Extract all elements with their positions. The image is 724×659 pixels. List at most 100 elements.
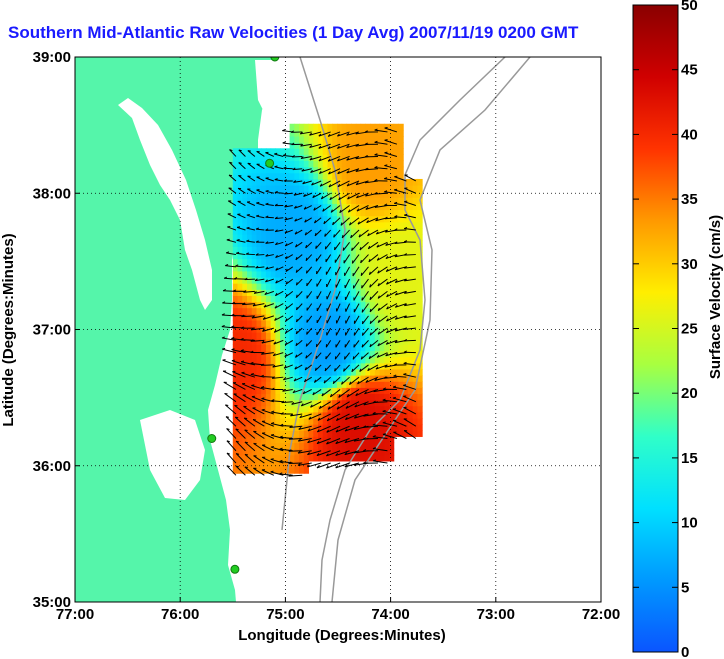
- colorbar-tick-label: 45: [681, 62, 698, 79]
- velocity-cell: [403, 215, 409, 223]
- velocity-vector: [261, 364, 274, 366]
- velocity-vector: [384, 178, 398, 182]
- velocity-cell: [232, 258, 239, 266]
- velocity-cell: [308, 283, 314, 290]
- velocity-cell: [327, 424, 333, 431]
- velocity-cell: [242, 467, 248, 474]
- velocity-cell: [407, 221, 414, 229]
- velocity-vector: [314, 217, 322, 224]
- velocity-cell: [346, 215, 352, 223]
- velocity-cell: [313, 191, 319, 198]
- velocity-cell: [379, 356, 385, 364]
- velocity-vector: [384, 139, 398, 145]
- velocity-vector-head: [394, 228, 398, 231]
- velocity-cell: [308, 185, 314, 192]
- velocity-cell: [417, 313, 423, 321]
- velocity-vector: [316, 291, 322, 300]
- velocity-vector: [382, 422, 398, 427]
- velocity-vector: [336, 401, 350, 410]
- velocity-cell: [261, 154, 267, 162]
- velocity-vector: [235, 465, 246, 476]
- velocity-cell: [417, 375, 423, 382]
- velocity-vector: [373, 388, 388, 393]
- velocity-vector: [262, 327, 274, 332]
- velocity-vector-head: [339, 209, 342, 213]
- velocity-cell: [275, 234, 281, 241]
- velocity-cell: [270, 387, 276, 395]
- velocity-cell: [327, 160, 333, 168]
- velocity-vector: [225, 404, 237, 415]
- velocity-vector: [261, 432, 275, 439]
- velocity-vector-head: [284, 204, 288, 208]
- velocity-vector: [261, 339, 274, 344]
- velocity-cell: [242, 166, 248, 174]
- velocity-cell: [384, 393, 390, 401]
- gridlines: [75, 57, 601, 602]
- velocity-cell: [261, 332, 267, 339]
- velocity-cell: [313, 215, 319, 223]
- velocity-cell: [280, 166, 286, 174]
- velocity-cell: [327, 215, 333, 223]
- velocity-vector: [330, 205, 341, 213]
- velocity-vector: [345, 327, 351, 336]
- stations: [207, 57, 280, 574]
- velocity-cell: [370, 277, 376, 284]
- velocity-cell: [270, 467, 276, 474]
- velocity-cell: [237, 252, 243, 260]
- x-tick-label: 73:00: [477, 606, 515, 623]
- velocity-cell: [318, 203, 324, 211]
- velocity-vector: [265, 190, 274, 194]
- velocity-cell: [374, 277, 381, 284]
- velocity-cell: [360, 356, 366, 364]
- velocity-cell: [341, 185, 347, 192]
- velocity-cell: [398, 178, 404, 186]
- velocity-vector: [344, 462, 360, 468]
- velocity-cell: [284, 148, 291, 155]
- velocity-cell: [289, 270, 295, 278]
- velocity-cell: [280, 277, 286, 284]
- velocity-vector: [241, 315, 255, 318]
- velocity-cell: [332, 369, 338, 376]
- velocity-cell: [284, 399, 291, 407]
- velocity-vectors: [221, 126, 417, 477]
- velocity-cell: [289, 307, 295, 315]
- velocity-vector: [404, 187, 417, 194]
- velocity-cell: [318, 307, 324, 315]
- velocity-vector: [354, 401, 369, 408]
- velocity-vector: [353, 315, 360, 324]
- velocity-cell: [289, 405, 295, 413]
- velocity-cell: [284, 154, 291, 162]
- velocity-vector-head: [403, 265, 407, 269]
- velocity-cell: [355, 375, 362, 382]
- velocity-cell: [256, 203, 262, 211]
- velocity-vector-head: [251, 384, 255, 386]
- velocity-vector-head: [335, 465, 339, 469]
- velocity-vector: [296, 315, 303, 323]
- velocity-cell: [351, 338, 357, 345]
- velocity-cell: [327, 270, 333, 278]
- velocity-cell: [403, 430, 409, 437]
- velocity-cell: [256, 264, 262, 272]
- velocity-cell: [384, 454, 390, 462]
- velocity-cell: [379, 399, 385, 407]
- velocity-cell: [318, 405, 324, 413]
- velocity-cell: [237, 227, 243, 235]
- velocity-cell: [336, 172, 343, 180]
- velocity-cell: [280, 203, 286, 211]
- velocity-vector: [294, 229, 303, 235]
- velocity-vector: [394, 241, 407, 245]
- velocity-vector-head: [347, 196, 350, 200]
- velocity-cell: [389, 454, 395, 462]
- velocity-cell: [289, 185, 295, 192]
- velocity-vector: [336, 291, 341, 300]
- velocity-cell: [275, 387, 281, 395]
- velocity-cell: [270, 166, 276, 174]
- velocity-vector: [305, 241, 313, 249]
- velocity-cell: [346, 166, 352, 174]
- velocity-vector-head: [372, 423, 376, 426]
- velocity-cell: [398, 369, 404, 376]
- velocity-vector-head: [385, 268, 389, 272]
- velocity-vector: [394, 189, 407, 194]
- velocity-cell: [322, 209, 328, 217]
- velocity-cell: [237, 209, 243, 217]
